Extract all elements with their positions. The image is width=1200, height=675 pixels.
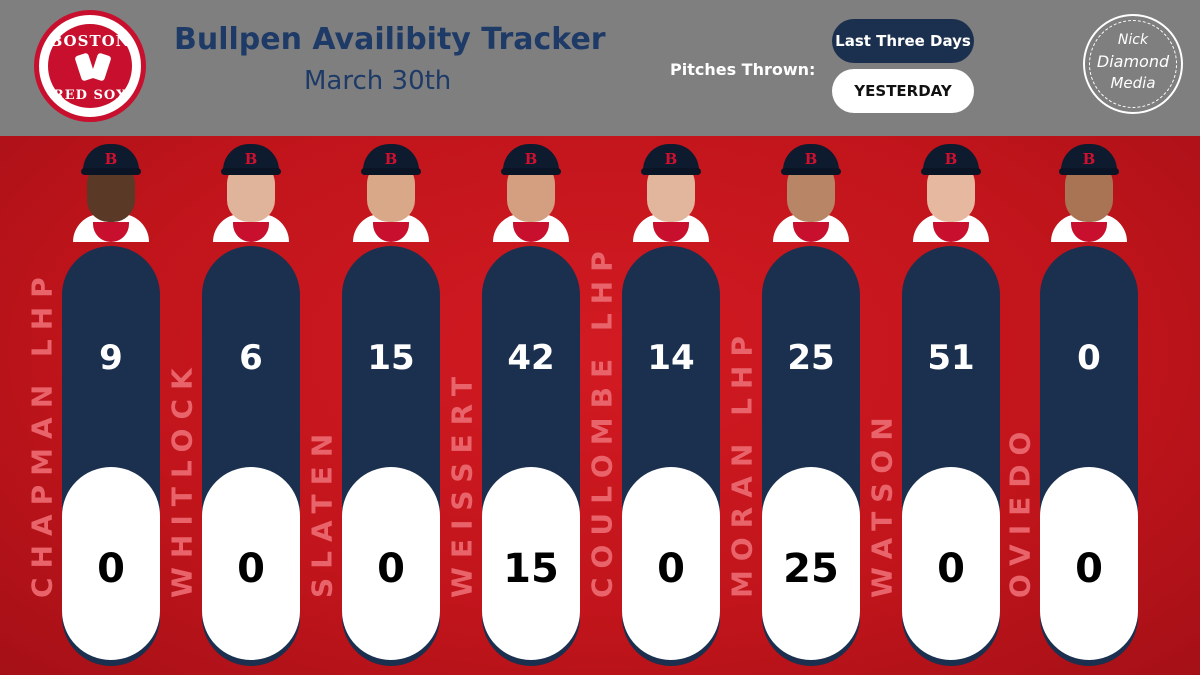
player-name: WEISSERT [445, 367, 479, 598]
yesterday-bar [202, 467, 300, 660]
player-column: WEISSERT 42 15 B [440, 136, 580, 675]
yesterday-value: 0 [1075, 546, 1103, 592]
sock-icon [90, 52, 112, 82]
yesterday-value: 0 [97, 546, 125, 592]
player-name-vertical: WHITLOCK [162, 211, 202, 631]
player-column: MORAN LHP 25 25 B [720, 136, 860, 675]
bullpen-board: CHAPMAN LHP 9 0 B WHITLOCK 6 0 B SLATEN 15 0 B WEISS… [0, 136, 1200, 675]
brand-line-1: Nick [1117, 32, 1149, 48]
logo-bottom-text: RED SOX [52, 88, 128, 103]
player-column: WATSON 51 0 B [860, 136, 1000, 675]
player-name-vertical: MORAN LHP [722, 211, 762, 631]
legend-yesterday: YESTERDAY [832, 69, 974, 113]
player-column: COULOMBE LHP 14 0 B [580, 136, 720, 675]
player-name: WATSON [865, 408, 899, 598]
player-column: OVIEDO 0 0 B [998, 136, 1138, 675]
page-title: Bullpen Availibity Tracker [174, 22, 606, 57]
yesterday-value: 0 [237, 546, 265, 592]
legend-last-three-days: Last Three Days [832, 19, 974, 63]
player-headshot: B [771, 142, 851, 242]
nick-diamond-media-logo: Nick Diamond Media [1083, 14, 1183, 114]
last-three-days-value: 51 [927, 338, 975, 378]
yesterday-bar [62, 467, 160, 660]
player-name-vertical: OVIEDO [1000, 211, 1040, 631]
last-three-days-value: 25 [787, 338, 835, 378]
player-name-vertical: SLATEN [302, 211, 342, 631]
yesterday-bar [902, 467, 1000, 660]
player-column: SLATEN 15 0 B [300, 136, 440, 675]
player-name: OVIEDO [1003, 422, 1037, 598]
player-headshot: B [631, 142, 711, 242]
player-headshot: B [71, 142, 151, 242]
player-name: COULOMBE LHP [585, 242, 619, 598]
player-headshot: B [351, 142, 431, 242]
page-date: March 30th [304, 66, 452, 96]
last-three-days-value: 9 [99, 338, 123, 378]
player-name-vertical: CHAPMAN LHP [22, 211, 62, 631]
player-name-vertical: COULOMBE LHP [582, 211, 622, 631]
player-headshot: B [491, 142, 571, 242]
red-sox-logo: BOSTON RED SOX [34, 10, 146, 122]
last-three-days-value: 14 [647, 338, 695, 378]
yesterday-bar [622, 467, 720, 660]
yesterday-value: 25 [783, 546, 839, 592]
header: BOSTON RED SOX Bullpen Availibity Tracke… [0, 0, 1200, 136]
brand-line-2: Diamond [1096, 52, 1170, 71]
player-name-vertical: WATSON [862, 211, 902, 631]
pitches-thrown-label: Pitches Thrown: [670, 60, 816, 79]
yesterday-bar [482, 467, 580, 660]
yesterday-value: 0 [377, 546, 405, 592]
brand-line-3: Media [1110, 74, 1156, 92]
yesterday-bar [1040, 467, 1138, 660]
logo-top-text: BOSTON [49, 32, 131, 50]
yesterday-value: 0 [937, 546, 965, 592]
last-three-days-value: 0 [1077, 338, 1101, 378]
last-three-days-value: 15 [367, 338, 415, 378]
player-headshot: B [211, 142, 291, 242]
player-name: SLATEN [305, 424, 339, 598]
last-three-days-value: 6 [239, 338, 263, 378]
yesterday-value: 15 [503, 546, 559, 592]
player-name: CHAPMAN LHP [25, 268, 59, 598]
player-column: WHITLOCK 6 0 B [160, 136, 300, 675]
player-headshot: B [911, 142, 991, 242]
yesterday-bar [342, 467, 440, 660]
player-headshot: B [1049, 142, 1129, 242]
yesterday-value: 0 [657, 546, 685, 592]
player-column: CHAPMAN LHP 9 0 B [20, 136, 160, 675]
player-name-vertical: WEISSERT [442, 211, 482, 631]
last-three-days-value: 42 [507, 338, 555, 378]
yesterday-bar [762, 467, 860, 660]
player-name: MORAN LHP [725, 327, 759, 598]
player-name: WHITLOCK [165, 359, 199, 598]
